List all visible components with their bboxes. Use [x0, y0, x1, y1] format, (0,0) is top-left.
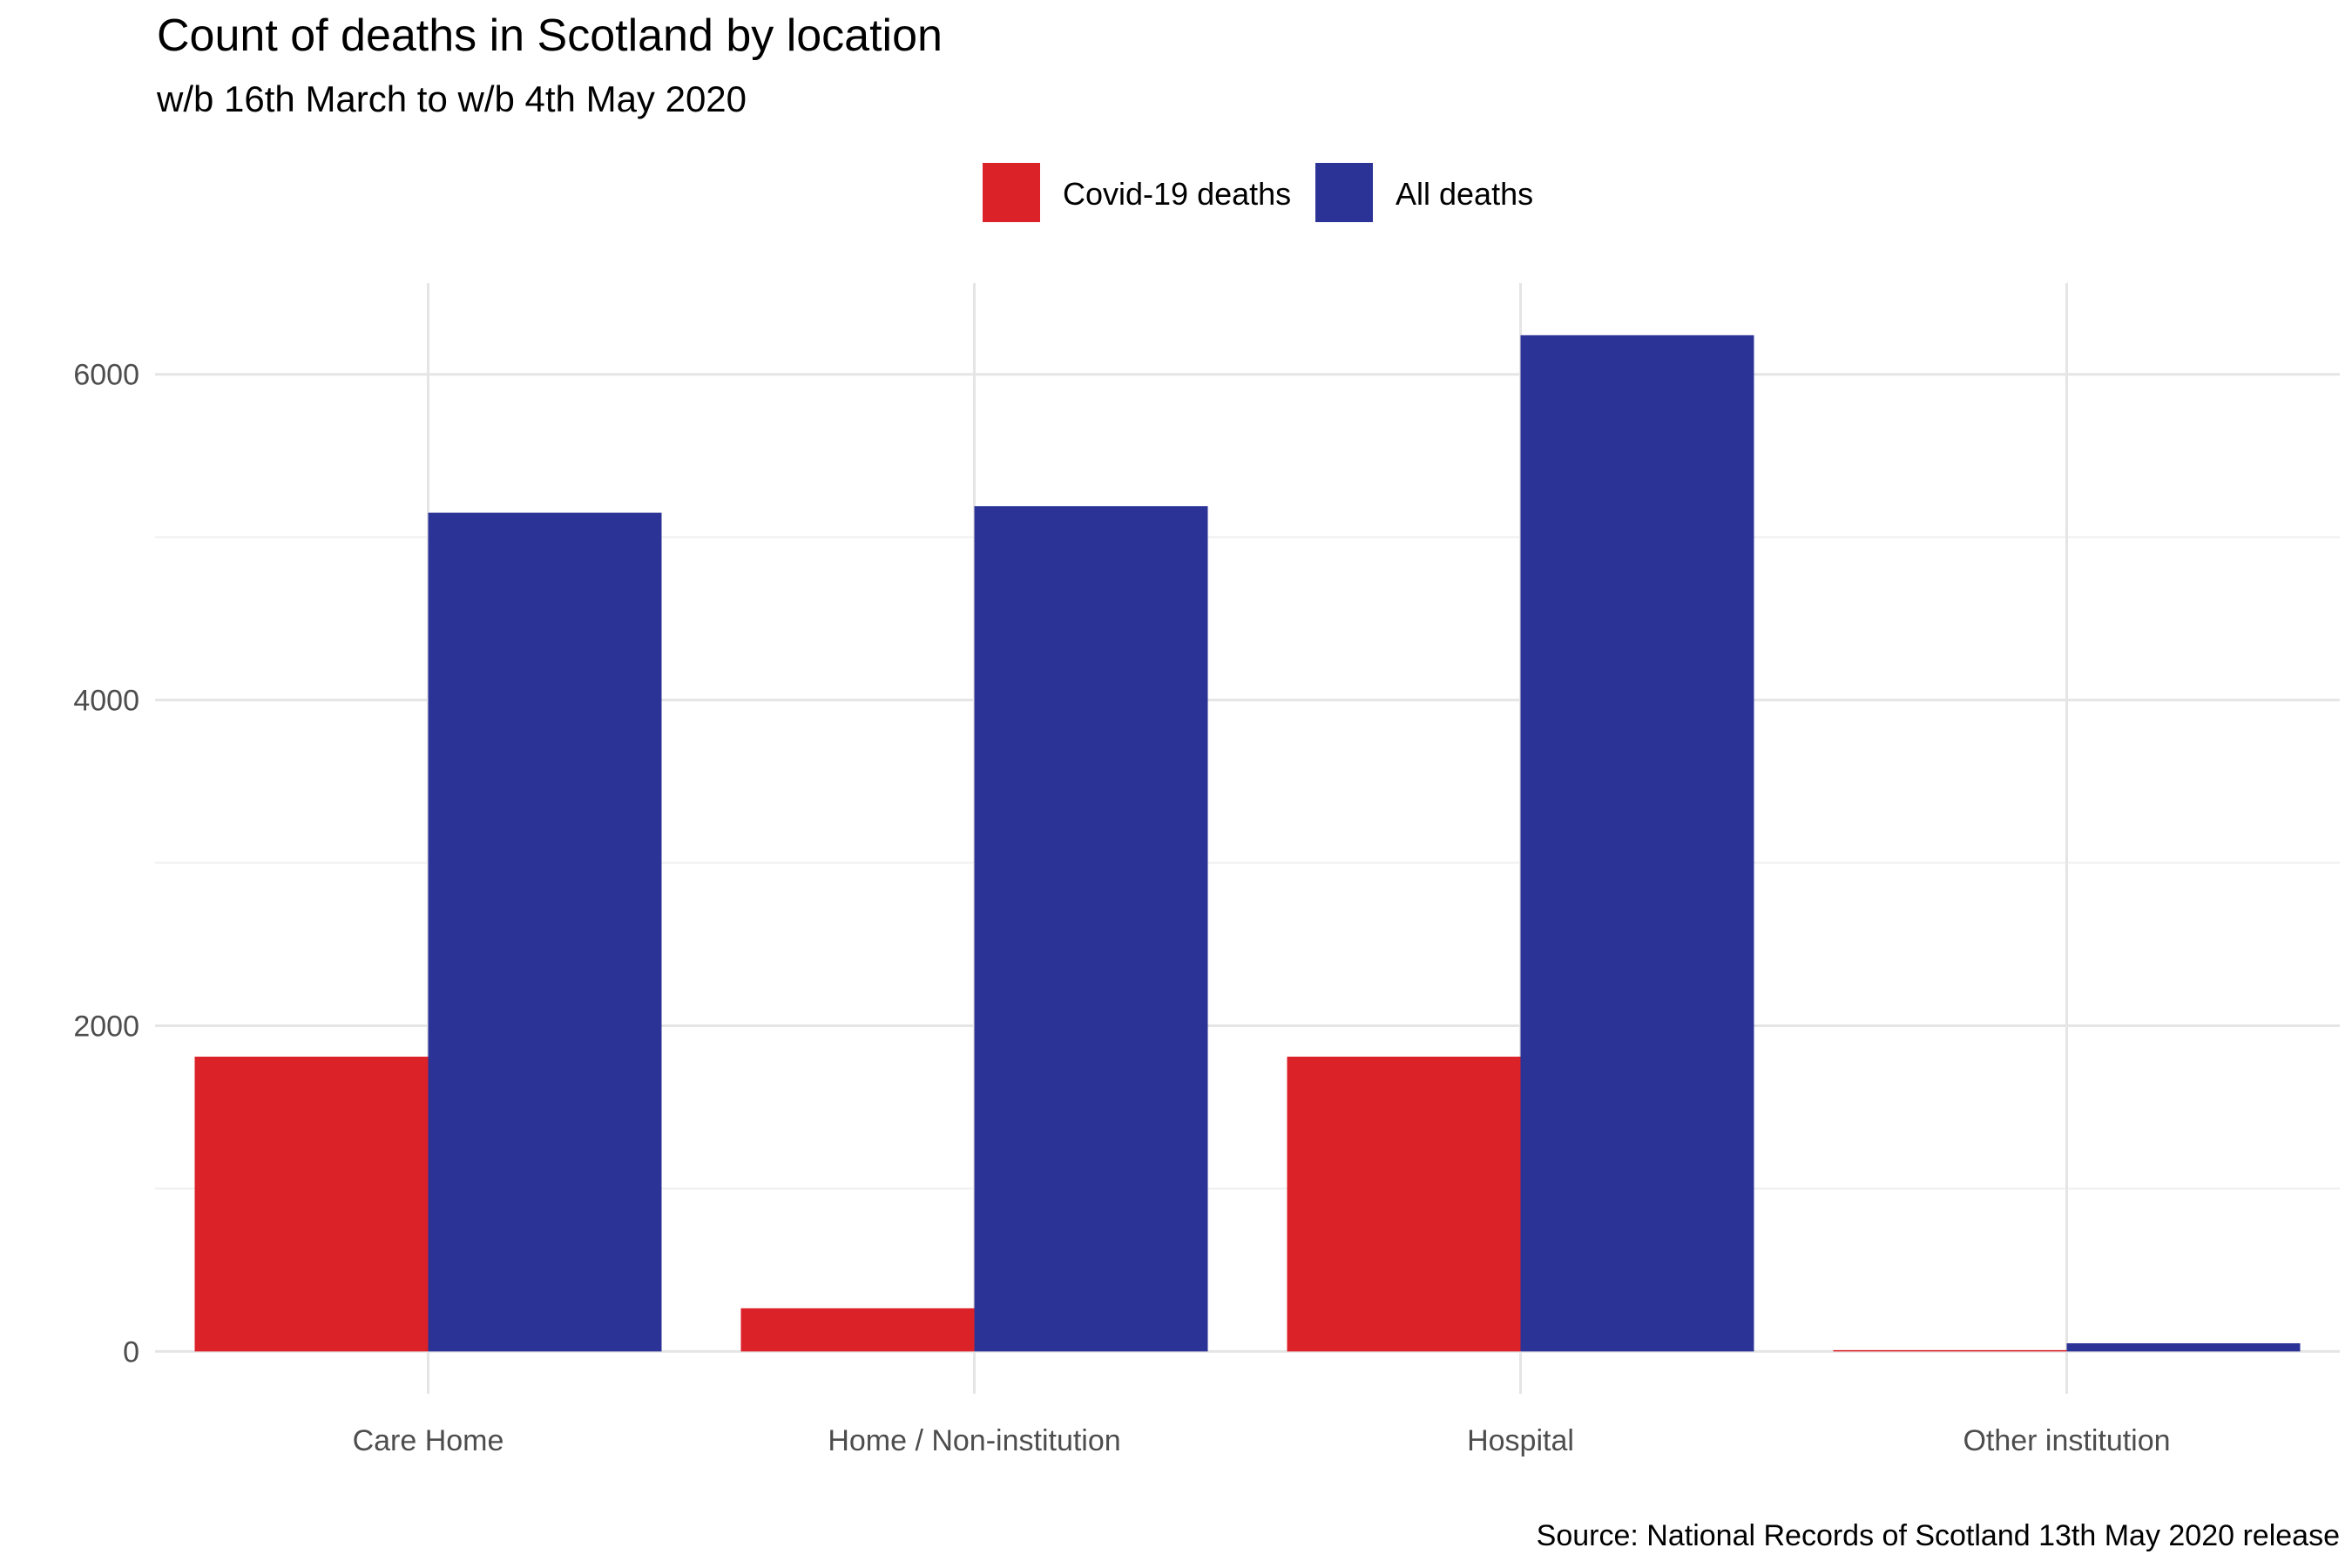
legend-label-covid: Covid-19 deaths [1063, 176, 1291, 212]
y-tick-label: 6000 [73, 359, 139, 392]
legend-key-all [1315, 163, 1373, 222]
legend-key-covid [983, 163, 1040, 222]
x-tick-label: Hospital [1467, 1424, 1574, 1457]
y-tick-label: 4000 [73, 685, 139, 718]
source-caption: Source: National Records of Scotland 13t… [1537, 1519, 2340, 1552]
y-tick-label: 2000 [73, 1010, 139, 1043]
bar-all-0 [428, 512, 662, 1352]
x-axis: Care Home Home / Non-institution Hospital O… [353, 1424, 2171, 1457]
bar-all-3 [2066, 1343, 2301, 1352]
x-tick-label: Home / Non-institution [828, 1424, 1120, 1457]
bars [194, 335, 2301, 1352]
chart-subtitle: w/b 16th March to w/b 4th May 2020 [156, 78, 747, 119]
bar-all-1 [974, 506, 1208, 1352]
bar-all-2 [1520, 335, 1754, 1352]
bar-covid-2 [1287, 1057, 1521, 1352]
bar-covid-3 [1833, 1349, 2067, 1352]
y-axis: 0 2000 4000 6000 [73, 359, 139, 1369]
y-tick-label: 0 [123, 1335, 139, 1369]
bar-covid-0 [194, 1057, 429, 1352]
legend-label-all: All deaths [1396, 176, 1533, 212]
x-tick-label: Care Home [353, 1424, 504, 1457]
x-tick-label: Other institution [1963, 1424, 2170, 1457]
chart-title: Count of deaths in Scotland by location [157, 10, 943, 61]
legend: Covid-19 deaths All deaths [983, 163, 1533, 222]
bar-covid-1 [740, 1308, 975, 1352]
